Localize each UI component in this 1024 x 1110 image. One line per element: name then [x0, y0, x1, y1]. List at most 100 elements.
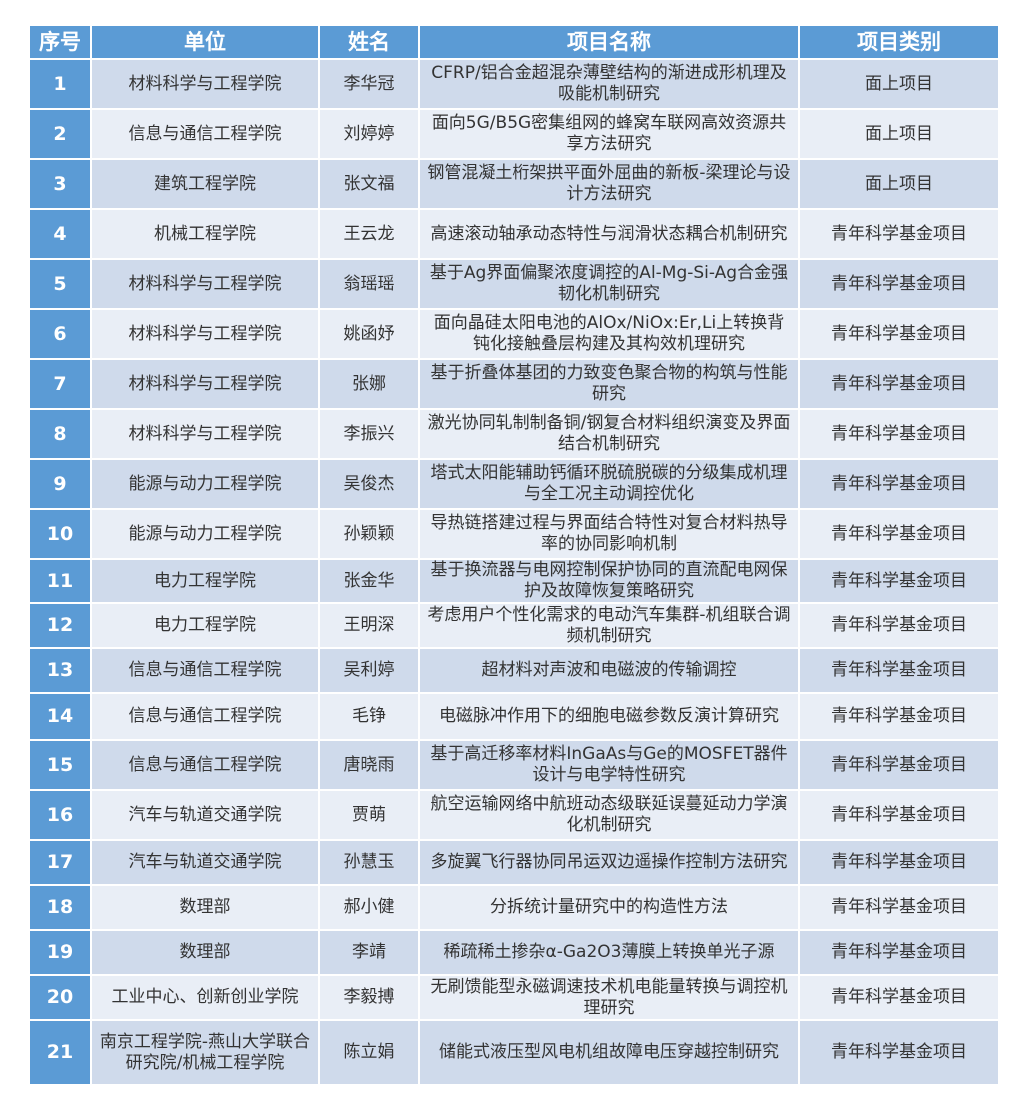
cell-name: 孙颖颖: [318, 508, 420, 560]
cell-unit: 汽车与轨道交通学院: [90, 839, 320, 886]
cell-project-title: 无刷馈能型永磁调速技术机电能量转换与调控机理研究: [418, 974, 800, 1021]
header-row: 序号 单位 姓名 项目名称 项目类别: [28, 24, 1000, 60]
cell-project-title: 钢管混凝土桁架拱平面外屈曲的新板-梁理论与设计方法研究: [418, 158, 800, 210]
cell-project-category: 面上项目: [798, 108, 1000, 160]
table-row: 2 信息与通信工程学院 刘婷婷 面向5G/B5G密集组网的蜂窝车联网高效资源共享方法研…: [28, 108, 1000, 160]
cell-project-category: 青年科学基金项目: [798, 929, 1000, 976]
cell-index: 13: [28, 647, 92, 694]
cell-index: 20: [28, 974, 92, 1021]
cell-index: 17: [28, 839, 92, 886]
cell-project-category: 青年科学基金项目: [798, 602, 1000, 649]
cell-project-title: 航空运输网络中航班动态级联延误蔓延动力学演化机制研究: [418, 789, 800, 841]
cell-unit: 能源与动力工程学院: [90, 508, 320, 560]
cell-unit: 建筑工程学院: [90, 158, 320, 210]
cell-name: 李华冠: [318, 58, 420, 110]
cell-name: 张文福: [318, 158, 420, 210]
table-row: 8 材料科学与工程学院 李振兴 激光协同轧制制备铜/钢复合材料组织演变及界面结合机制研…: [28, 408, 1000, 460]
cell-name: 唐晓雨: [318, 739, 420, 791]
table-row: 6 材料科学与工程学院 姚函妤 面向晶硅太阳电池的AlOx/NiOx:Er,Li上转换…: [28, 308, 1000, 360]
project-table: 序号 单位 姓名 项目名称 项目类别 1 材料科学与工程学院 李华冠 CFRP/铝合金…: [28, 24, 1000, 1086]
cell-unit: 能源与动力工程学院: [90, 458, 320, 510]
cell-index: 14: [28, 692, 92, 741]
cell-project-title: 基于折叠体基团的力致变色聚合物的构筑与性能研究: [418, 358, 800, 410]
cell-project-title: 基于高迁移率材料InGaAs与Ge的MOSFET器件设计与电学特性研究: [418, 739, 800, 791]
cell-unit: 材料科学与工程学院: [90, 58, 320, 110]
cell-index: 6: [28, 308, 92, 360]
cell-project-title: 多旋翼飞行器协同吊运双边遥操作控制方法研究: [418, 839, 800, 886]
cell-name: 吴俊杰: [318, 458, 420, 510]
table-row: 10 能源与动力工程学院 孙颖颖 导热链搭建过程与界面结合特性对复合材料热导率的协同影…: [28, 508, 1000, 560]
cell-project-title: 分拆统计量研究中的构造性方法: [418, 884, 800, 931]
cell-name: 刘婷婷: [318, 108, 420, 160]
table-row: 18 数理部 郝小健 分拆统计量研究中的构造性方法 青年科学基金项目: [28, 884, 1000, 931]
table-row: 15 信息与通信工程学院 唐晓雨 基于高迁移率材料InGaAs与Ge的MOSFET器件…: [28, 739, 1000, 791]
cell-project-category: 青年科学基金项目: [798, 408, 1000, 460]
cell-project-title: 考虑用户个性化需求的电动汽车集群-机组联合调频机制研究: [418, 602, 800, 649]
cell-index: 11: [28, 558, 92, 604]
cell-index: 21: [28, 1019, 92, 1086]
header-index: 序号: [28, 24, 92, 60]
cell-project-title: 导热链搭建过程与界面结合特性对复合材料热导率的协同影响机制: [418, 508, 800, 560]
cell-name: 王云龙: [318, 208, 420, 260]
table-row: 3 建筑工程学院 张文福 钢管混凝土桁架拱平面外屈曲的新板-梁理论与设计方法研究 面上项…: [28, 158, 1000, 210]
cell-unit: 汽车与轨道交通学院: [90, 789, 320, 841]
cell-project-title: 激光协同轧制制备铜/钢复合材料组织演变及界面结合机制研究: [418, 408, 800, 460]
cell-index: 18: [28, 884, 92, 931]
cell-project-category: 青年科学基金项目: [798, 208, 1000, 260]
cell-project-category: 青年科学基金项目: [798, 358, 1000, 410]
cell-index: 3: [28, 158, 92, 210]
cell-unit: 数理部: [90, 884, 320, 931]
table-row: 16 汽车与轨道交通学院 贾萌 航空运输网络中航班动态级联延误蔓延动力学演化机制研究青…: [28, 789, 1000, 841]
cell-name: 翁瑶瑶: [318, 258, 420, 310]
cell-index: 15: [28, 739, 92, 791]
cell-unit: 信息与通信工程学院: [90, 647, 320, 694]
cell-unit: 信息与通信工程学院: [90, 108, 320, 160]
cell-index: 10: [28, 508, 92, 560]
cell-unit: 电力工程学院: [90, 558, 320, 604]
cell-name: 李振兴: [318, 408, 420, 460]
cell-project-title: 塔式太阳能辅助钙循环脱硫脱碳的分级集成机理与全工况主动调控优化: [418, 458, 800, 510]
cell-index: 9: [28, 458, 92, 510]
cell-name: 毛铮: [318, 692, 420, 741]
table-row: 20 工业中心、创新创业学院 李毅搏 无刷馈能型永磁调速技术机电能量转换与调控机理研究…: [28, 974, 1000, 1021]
header-project-category: 项目类别: [798, 24, 1000, 60]
cell-unit: 数理部: [90, 929, 320, 976]
cell-project-title: 基于Ag界面偏聚浓度调控的Al-Mg-Si-Ag合金强韧化机制研究: [418, 258, 800, 310]
table-row: 11 电力工程学院 张金华 基于换流器与电网控制保护协同的直流配电网保护及故障恢复策略…: [28, 558, 1000, 604]
cell-project-category: 青年科学基金项目: [798, 1019, 1000, 1086]
cell-index: 16: [28, 789, 92, 841]
table-row: 5 材料科学与工程学院 翁瑶瑶 基于Ag界面偏聚浓度调控的Al-Mg-Si-Ag合金强…: [28, 258, 1000, 310]
cell-name: 吴利婷: [318, 647, 420, 694]
cell-name: 陈立娟: [318, 1019, 420, 1086]
cell-index: 1: [28, 58, 92, 110]
cell-unit: 机械工程学院: [90, 208, 320, 260]
cell-unit: 材料科学与工程学院: [90, 358, 320, 410]
cell-project-category: 青年科学基金项目: [798, 458, 1000, 510]
cell-project-category: 面上项目: [798, 158, 1000, 210]
cell-name: 孙慧玉: [318, 839, 420, 886]
cell-project-title: 面向5G/B5G密集组网的蜂窝车联网高效资源共享方法研究: [418, 108, 800, 160]
cell-project-category: 青年科学基金项目: [798, 739, 1000, 791]
cell-unit: 材料科学与工程学院: [90, 308, 320, 360]
cell-project-category: 青年科学基金项目: [798, 258, 1000, 310]
cell-project-category: 青年科学基金项目: [798, 647, 1000, 694]
table-row: 9 能源与动力工程学院 吴俊杰 塔式太阳能辅助钙循环脱硫脱碳的分级集成机理与全工况主动…: [28, 458, 1000, 510]
table-row: 14 信息与通信工程学院 毛铮 电磁脉冲作用下的细胞电磁参数反演计算研究 青年科学基金项…: [28, 692, 1000, 741]
table-row: 4 机械工程学院 王云龙 高速滚动轴承动态特性与润滑状态耦合机制研究 青年科学基金项目: [28, 208, 1000, 260]
cell-unit: 工业中心、创新创业学院: [90, 974, 320, 1021]
cell-index: 2: [28, 108, 92, 160]
cell-project-category: 青年科学基金项目: [798, 558, 1000, 604]
cell-name: 张娜: [318, 358, 420, 410]
cell-project-category: 青年科学基金项目: [798, 839, 1000, 886]
cell-project-category: 青年科学基金项目: [798, 508, 1000, 560]
cell-name: 郝小健: [318, 884, 420, 931]
cell-project-category: 青年科学基金项目: [798, 308, 1000, 360]
cell-project-title: 电磁脉冲作用下的细胞电磁参数反演计算研究: [418, 692, 800, 741]
header-name: 姓名: [318, 24, 420, 60]
cell-unit: 材料科学与工程学院: [90, 258, 320, 310]
cell-project-title: 面向晶硅太阳电池的AlOx/NiOx:Er,Li上转换背钝化接触叠层构建及其构效…: [418, 308, 800, 360]
cell-name: 李毅搏: [318, 974, 420, 1021]
cell-name: 姚函妤: [318, 308, 420, 360]
cell-name: 王明深: [318, 602, 420, 649]
cell-unit: 电力工程学院: [90, 602, 320, 649]
